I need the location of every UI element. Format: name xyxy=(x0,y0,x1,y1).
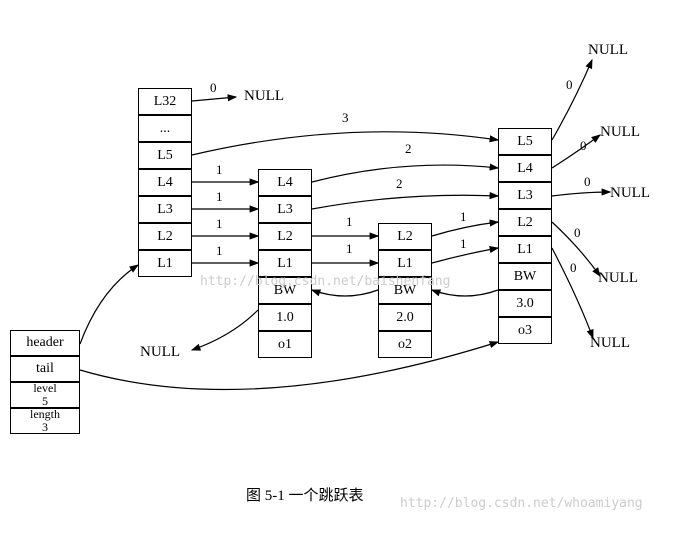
node-o1-cell-5: 1.0 xyxy=(258,304,312,331)
figure-caption: 图 5-1 一个跳跃表 xyxy=(246,484,364,505)
null-label-5: NULL xyxy=(598,270,638,287)
span-label-6: 1 xyxy=(216,243,223,259)
node-o2-cell-4: o2 xyxy=(378,331,432,358)
skiplist-diagram: headertaillevel5length3L32...L5L4L3L2L1L… xyxy=(0,0,699,543)
node-o3-cell-0: L5 xyxy=(498,128,552,155)
span-label-0: 0 xyxy=(210,80,217,96)
null-label-4: NULL xyxy=(610,185,650,202)
header-node-cell-3: L4 xyxy=(138,169,192,196)
span-label-7: 2 xyxy=(396,176,403,192)
span-label-2: 2 xyxy=(405,141,412,157)
span-label-1: 3 xyxy=(342,110,349,126)
node-o3-cell-7: o3 xyxy=(498,317,552,344)
node-o1-cell-6: o1 xyxy=(258,331,312,358)
span-label-15: 0 xyxy=(574,225,581,241)
header-node-cell-4: L3 xyxy=(138,196,192,223)
skiplist-struct-cell-2: level5 xyxy=(10,382,80,408)
arrow-6 xyxy=(312,165,498,182)
header-node-cell-6: L1 xyxy=(138,250,192,277)
node-o2-cell-0: L2 xyxy=(378,223,432,250)
span-label-3: 1 xyxy=(216,162,223,178)
null-label-1: NULL xyxy=(140,344,180,361)
span-label-8: 1 xyxy=(346,214,353,230)
arrows-layer xyxy=(0,0,699,543)
node-o3-cell-3: L2 xyxy=(498,209,552,236)
skiplist-struct-cell-3: length3 xyxy=(10,408,80,434)
node-o1-cell-1: L3 xyxy=(258,196,312,223)
arrow-13 xyxy=(432,290,498,296)
null-label-3: NULL xyxy=(600,124,640,141)
span-label-12: 0 xyxy=(566,77,573,93)
node-o3-cell-6: 3.0 xyxy=(498,290,552,317)
node-o2-cell-3: 2.0 xyxy=(378,304,432,331)
arrow-18 xyxy=(552,135,600,168)
null-label-0: NULL xyxy=(244,88,284,105)
span-label-14: 0 xyxy=(584,174,591,190)
span-label-9: 1 xyxy=(346,241,353,257)
node-o3-cell-1: L4 xyxy=(498,155,552,182)
node-o3-cell-5: BW xyxy=(498,263,552,290)
skiplist-struct-cell-0: header xyxy=(10,330,80,356)
header-node-cell-2: L5 xyxy=(138,142,192,169)
arrow-17 xyxy=(552,60,592,140)
arrow-15 xyxy=(80,265,138,344)
span-label-10: 1 xyxy=(460,209,467,225)
span-label-11: 1 xyxy=(460,236,467,252)
node-o1-cell-3: L1 xyxy=(258,250,312,277)
null-label-2: NULL xyxy=(588,42,628,59)
arrow-14 xyxy=(192,310,258,350)
watermark-2: http://blog.csdn.net/whoamiyang xyxy=(400,496,643,511)
header-node-cell-0: L32 xyxy=(138,88,192,115)
header-node-cell-5: L2 xyxy=(138,223,192,250)
arrow-7 xyxy=(312,195,498,209)
header-node-cell-1: ... xyxy=(138,115,192,142)
arrow-1 xyxy=(192,132,498,155)
null-label-6: NULL xyxy=(590,335,630,352)
span-label-4: 1 xyxy=(216,189,223,205)
node-o1-cell-2: L2 xyxy=(258,223,312,250)
node-o3-cell-4: L1 xyxy=(498,236,552,263)
node-o2-cell-1: L1 xyxy=(378,250,432,277)
node-o3-cell-2: L3 xyxy=(498,182,552,209)
arrow-0 xyxy=(192,97,236,101)
arrow-19 xyxy=(552,192,610,196)
span-label-5: 1 xyxy=(216,216,223,232)
span-label-16: 0 xyxy=(570,260,577,276)
span-label-13: 0 xyxy=(580,138,587,154)
arrow-12 xyxy=(312,290,378,296)
skiplist-struct-cell-1: tail xyxy=(10,356,80,382)
watermark-1: http://blog.csdn.net/baishenfang xyxy=(200,274,450,289)
node-o1-cell-0: L4 xyxy=(258,169,312,196)
